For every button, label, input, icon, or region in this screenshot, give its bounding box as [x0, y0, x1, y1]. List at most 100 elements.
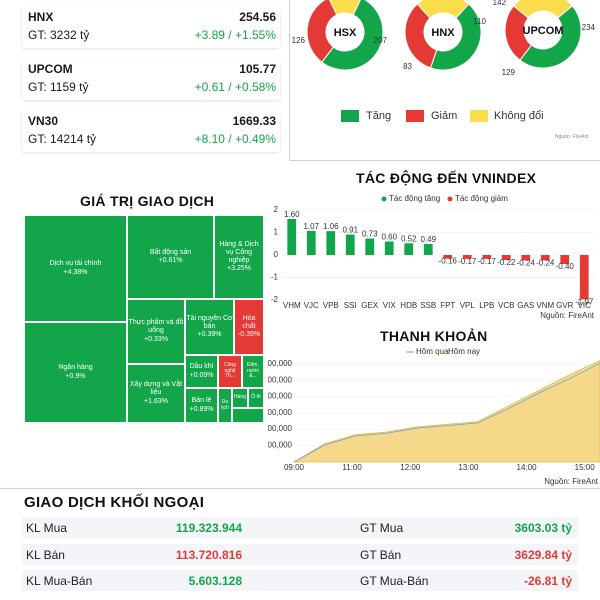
donut-count-label: 126	[292, 36, 306, 45]
liq-x-tick: 13:00	[458, 463, 479, 472]
legend-up-label: Tăng	[366, 110, 392, 122]
index-value: 254.56	[239, 10, 276, 24]
legend-down-swatch	[406, 110, 424, 122]
donut-count-label: 110	[473, 17, 486, 26]
treemap-cell[interactable]: Ngân hàng +0.9%	[24, 322, 127, 423]
treemap-cell[interactable]: Dầu khí +0.09%	[185, 355, 218, 388]
treemap-cell[interactable]: Hàng	[232, 388, 248, 408]
treemap-cell-name: Dịch vụ tài chính	[49, 260, 102, 268]
liq-y-tick: 750,000,000	[268, 408, 293, 417]
donut-slice	[321, 0, 384, 71]
impact-bar	[521, 255, 531, 261]
impact-bar	[540, 255, 550, 261]
donut-slice	[512, 0, 574, 19]
treemap-cell-change: +4.38%	[63, 268, 88, 276]
liq-legend-yesterday-label: Hôm qua	[416, 347, 449, 356]
treemap-cell-name: Công nghệ Th...	[224, 361, 236, 380]
foreign-right-value: 3603.03 tỷ	[514, 521, 572, 535]
treemap-cell[interactable]: Công nghệ Th...	[218, 355, 242, 388]
impact-bar	[326, 231, 336, 255]
source-note: Nguồn: FireAnt	[555, 134, 589, 140]
impact-bar	[501, 255, 511, 260]
donut-slice	[404, 3, 438, 69]
impact-source-note: Nguồn: FireAnt	[540, 311, 595, 320]
impact-chart-title: TÁC ĐỘNG ĐẾN VNINDEX	[356, 170, 537, 186]
liq-x-tick: 11:00	[342, 463, 362, 472]
legend-unchanged-label: Không đổi	[494, 110, 544, 122]
liq-legend-today-label: Hôm nay	[448, 347, 480, 356]
treemap-cell[interactable]: Dịch vụ tài chính +4.38%	[24, 215, 127, 322]
treemap-cell[interactable]: Xây dựng và Vật liệu +1.63%	[127, 364, 185, 423]
impact-x-tick: SSI	[344, 301, 357, 310]
foreign-right-label: GT Mua	[360, 521, 404, 535]
impact-x-tick: GAS	[517, 301, 534, 310]
impact-value-label: 0.52	[401, 234, 417, 243]
impact-bar	[384, 241, 394, 255]
liq-x-tick: 15:00	[575, 463, 596, 472]
treemap-cell[interactable]: Bán lẻ +0.89%	[185, 388, 218, 423]
treemap-cell[interactable]: Tài nguyên Cơ bản +0.39%	[185, 299, 234, 355]
index-volume: GT: 1159 tỷ	[28, 80, 89, 94]
treemap-cell[interactable]	[232, 408, 264, 423]
impact-value-label: -0.17	[458, 257, 477, 266]
index-change: +3.89 / +1.55%	[194, 28, 276, 42]
liq-x-tick: 12:00	[400, 463, 421, 472]
treemap-cell[interactable]: Điện, nước &...	[242, 355, 264, 388]
treemap-cell-change: +0.9%	[65, 372, 86, 380]
donut-count-label: 207	[374, 36, 388, 45]
foreign-right-label: GT Bán	[360, 548, 402, 562]
foreign-left-label: KL Mua	[26, 521, 67, 535]
treemap-cell-name: Dầu khí	[189, 363, 214, 371]
impact-bar	[462, 255, 472, 259]
treemap-cell-name: Bán lẻ	[191, 397, 212, 405]
legend-unchanged-swatch	[470, 110, 488, 122]
foreign-left-label: KL Mua-Bán	[26, 574, 93, 588]
treemap-cell-change: +0.33%	[144, 335, 168, 343]
impact-x-tick: VHM	[283, 301, 301, 310]
treemap-cell[interactable]: Du lịch	[218, 388, 232, 423]
treemap-cell-name: Thực phẩm và đồ uống	[128, 319, 184, 335]
impact-value-label: 0.73	[362, 230, 378, 239]
impact-chart: Tác động tăng Tác động giảm 2 1 0 -1 -2 1.60 VHM…	[271, 194, 595, 320]
impact-y-tick: -1	[271, 273, 279, 282]
index-value: 105.77	[239, 62, 276, 76]
treemap-cell-name: Ô tô	[251, 394, 261, 401]
impact-x-tick: HDB	[400, 301, 417, 310]
impact-value-label: -0.17	[478, 257, 497, 266]
treemap-cell-name: Hàng	[234, 394, 246, 401]
impact-x-tick: VCB	[498, 301, 514, 310]
treemap-cell[interactable]: Ô tô	[248, 388, 264, 408]
index-card-upcom: UPCOM GT: 1159 tỷ 105.77 +0.61 / +0.58%	[22, 60, 280, 100]
impact-y-tick: 2	[274, 205, 279, 214]
impact-legend-up-label: Tác động tăng	[389, 194, 440, 203]
treemap-cell-change: +3.25%	[227, 265, 251, 273]
treemap-cell[interactable]: Hàng & Dịch vụ Công nghiệp +3.25%	[214, 215, 264, 299]
impact-value-label: 0.91	[342, 226, 358, 235]
foreign-left-label: KL Bán	[26, 548, 65, 562]
impact-bar	[365, 238, 375, 255]
liq-source-note: Nguồn: FireAnt	[544, 477, 599, 486]
impact-bar	[423, 243, 433, 255]
treemap-cell[interactable]: Hóa chất -0.35%	[234, 299, 264, 355]
legend-up-swatch	[341, 110, 359, 122]
impact-value-label: -1.97	[575, 297, 594, 306]
treemap-cell[interactable]: Bất động sản +0.61%	[127, 215, 214, 299]
donut-center-label: HSX	[334, 27, 357, 39]
impact-x-tick: VIC	[578, 301, 592, 310]
impact-value-label: 1.06	[323, 222, 339, 231]
impact-x-tick: VPL	[460, 301, 476, 310]
foreign-row: KL Mua 119.323.944 GT Mua 3603.03 tỷ	[22, 517, 578, 538]
impact-x-tick: VPB	[323, 301, 339, 310]
impact-bar	[287, 219, 297, 255]
liq-y-tick: 1,500,000,000	[268, 359, 293, 368]
impact-bar	[560, 255, 570, 264]
treemap-cell-change: +0.09%	[189, 371, 214, 379]
treemap-cell-change: +0.39%	[197, 331, 222, 339]
foreign-left-value: 5.603.128	[188, 574, 242, 588]
liquidity-chart-title: THANH KHOẢN	[380, 328, 488, 344]
index-change: +0.61 / +0.58%	[194, 80, 276, 94]
treemap-cell-change: +0.61%	[158, 257, 183, 264]
foreign-right-label: GT Mua-Bán	[360, 574, 429, 588]
treemap-cell[interactable]: Thực phẩm và đồ uống +0.33%	[127, 299, 185, 364]
treemap-cell-name: Ngân hàng	[58, 364, 93, 372]
